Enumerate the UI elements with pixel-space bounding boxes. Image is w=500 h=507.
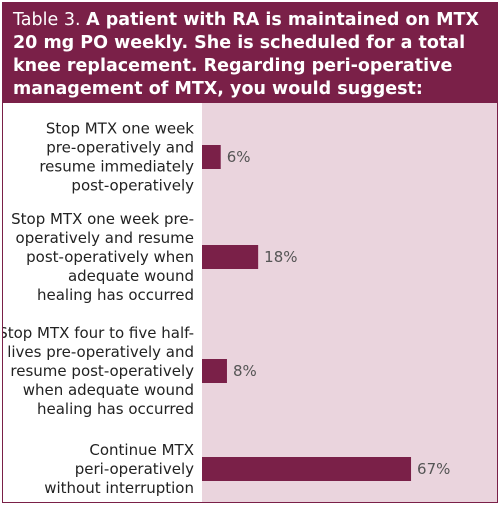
category-label: Stop MTX one week pre-operatively and resu… <box>39 120 194 195</box>
bar <box>202 245 259 269</box>
bar <box>202 457 412 481</box>
value-label: 8% <box>233 362 257 380</box>
category-label: Stop MTX one week pre-operatively and re… <box>11 210 194 304</box>
plot-background <box>202 103 497 502</box>
value-label: 18% <box>264 248 297 266</box>
category-label: Stop MTX four to five half-lives pre-ope… <box>3 324 194 418</box>
value-label: 6% <box>227 148 251 166</box>
bar <box>202 145 221 169</box>
value-label: 67% <box>417 460 450 478</box>
value-labels: 6% 18% 8% 67% <box>227 148 451 478</box>
bar <box>202 359 227 383</box>
bars <box>202 145 412 481</box>
question-text: A patient with RA is maintained on MTX 2… <box>13 10 479 99</box>
category-labels: Stop MTX one week pre-operatively and resu… <box>3 120 194 498</box>
category-label: Continue MTX peri-operatively without inte… <box>44 441 194 497</box>
bar-chart: Stop MTX one week pre-operatively and resu… <box>3 103 497 502</box>
chart-header: Table 3. A patient with RA is maintained… <box>3 3 497 103</box>
table-label: Table 3. <box>13 10 81 30</box>
